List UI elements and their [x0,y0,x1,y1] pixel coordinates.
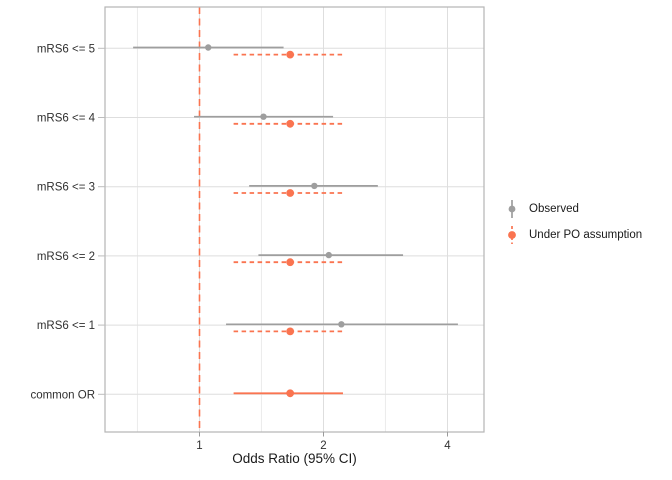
point-estimate-observed [205,44,212,51]
legend-label-observed: Observed [529,203,579,215]
legend-label-under-po: Under PO assumption [529,229,643,241]
point-estimate-under-po [286,50,295,59]
legend-key-under-po-pointrange-icon [508,226,516,244]
x-axis-tick-label: 1 [196,440,202,452]
legend: Observed Under PO assumption [503,196,642,248]
y-axis-category-label: mRS6 <= 3 [37,182,95,194]
legend-key-observed-pointrange-icon [508,200,516,218]
point-estimate-observed [260,113,267,120]
x-axis-tick-label: 4 [444,440,451,452]
y-axis-category-label: mRS6 <= 2 [37,251,95,263]
point-estimate-under-po [286,189,295,197]
point-estimate-under-po [286,258,295,267]
panel-border [104,6,485,433]
x-axis-tick-label: 2 [320,440,326,452]
point-estimate-under-po [286,389,295,398]
point-estimate-observed [338,321,345,328]
y-axis-category-label: mRS6 <= 4 [37,113,96,125]
y-axis-category-label: mRS6 <= 1 [37,320,95,332]
panel-background [105,7,484,432]
point-estimate-observed [325,251,332,259]
legend-item-observed: Observed [503,196,642,222]
y-axis-category-label: common OR [30,389,95,401]
point-estimate-under-po [286,327,295,336]
point-estimate-observed [311,182,318,190]
legend-item-under-po: Under PO assumption [503,222,642,248]
point-estimate-under-po [286,119,295,128]
x-axis-title: Odds Ratio (95% CI) [232,451,357,466]
y-axis-category-label: mRS6 <= 5 [37,43,95,55]
